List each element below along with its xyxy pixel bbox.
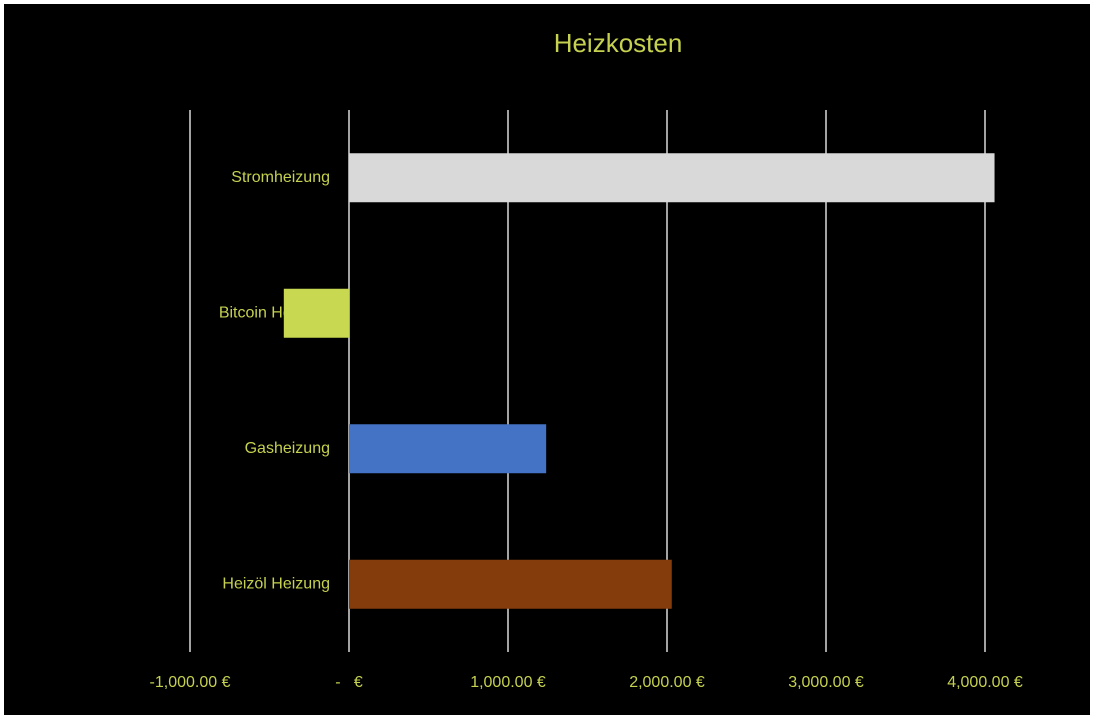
x-tick-label: 2,000.00 €	[629, 674, 705, 691]
x-tick-label: 3,000.00 €	[788, 674, 864, 691]
bar	[349, 559, 672, 609]
x-tick-label: 4,000.00 €	[947, 674, 1023, 691]
x-tick-label: 1,000.00 €	[470, 674, 546, 691]
y-tick-label: Stromheizung	[231, 169, 330, 186]
bar	[349, 153, 995, 203]
y-tick-label: Heizöl Heizung	[222, 575, 330, 592]
bar	[349, 424, 547, 474]
chart-title: Heizkosten	[554, 28, 683, 58]
x-tick-label: -1,000.00 €	[150, 674, 231, 691]
x-tick-label: - €	[335, 674, 363, 691]
bar	[283, 288, 349, 338]
y-tick-label: Gasheizung	[245, 440, 330, 457]
